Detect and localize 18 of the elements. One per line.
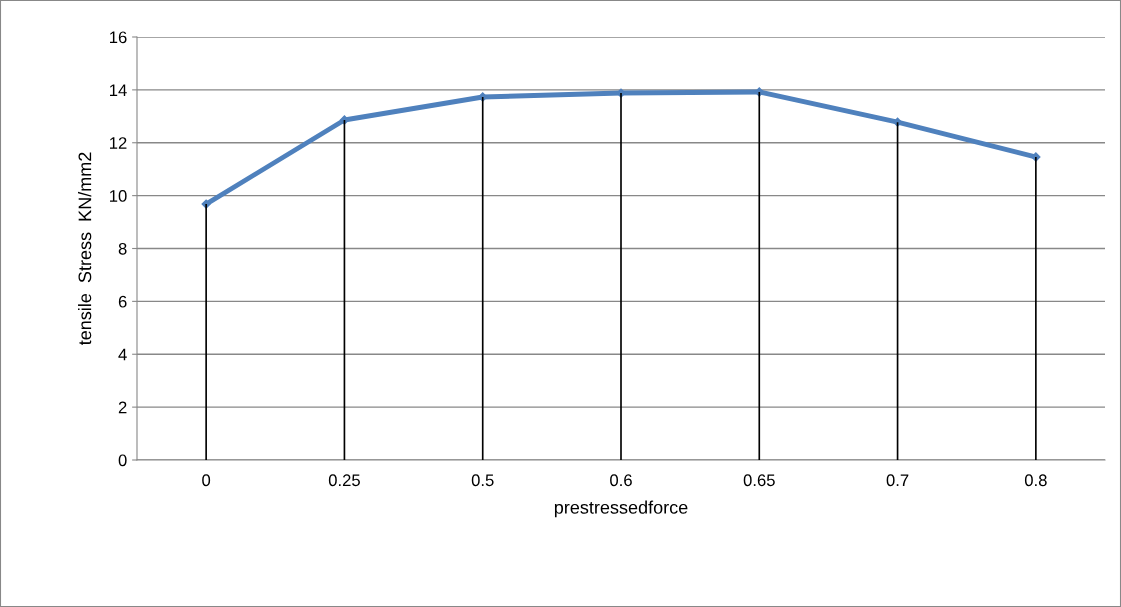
- x-tick-label: 0.5: [471, 474, 494, 487]
- y-tick-label: 12: [110, 137, 127, 149]
- x-tick-label: 0: [202, 474, 211, 487]
- y-tick-label: 4: [118, 348, 127, 361]
- x-tick-label: 0.6: [610, 474, 632, 487]
- y-axis-title: tensile Stress KN/mm2: [78, 152, 92, 346]
- y-tick-label: 6: [118, 295, 127, 308]
- y-tick-label: 16: [110, 31, 127, 44]
- y-tick-label: 2: [118, 401, 127, 414]
- y-tick-label: 8: [118, 242, 127, 255]
- x-axis-title: prestressedforce: [554, 500, 688, 518]
- x-tick-label: 0.7: [886, 474, 909, 487]
- x-tick-label: 0.25: [328, 474, 360, 487]
- y-tick-label: 0: [118, 454, 127, 467]
- x-tick-label: 0.65: [743, 474, 775, 487]
- x-tick-label: 0.8: [1024, 474, 1047, 487]
- y-tick-label: 14: [110, 84, 127, 96]
- y-tick-label: 10: [110, 190, 127, 202]
